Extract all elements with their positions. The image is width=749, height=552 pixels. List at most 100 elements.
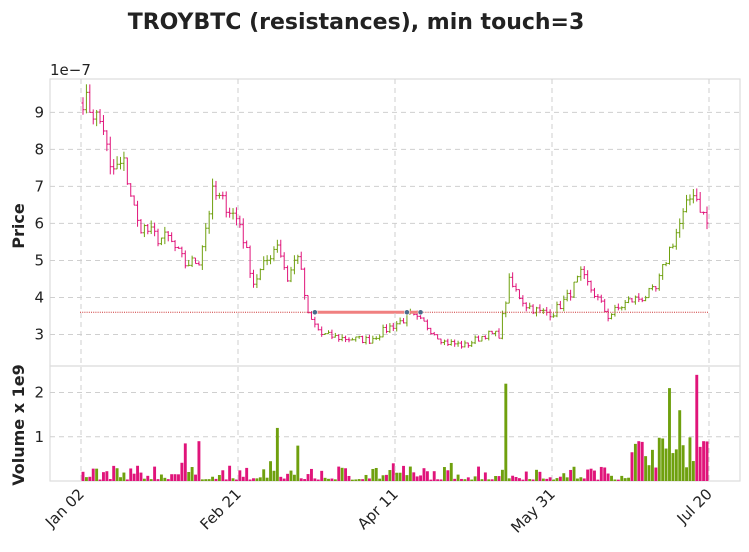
volume-bar	[640, 441, 644, 481]
candle	[296, 254, 300, 265]
volume-bar	[610, 475, 613, 481]
volume-bar	[173, 474, 177, 481]
candle	[541, 308, 545, 314]
candle	[285, 265, 290, 282]
candle	[258, 268, 262, 281]
x-tick-label: Feb 21	[196, 485, 244, 533]
volume-bar	[286, 473, 290, 481]
volume-panel: 12	[34, 365, 741, 482]
candle	[459, 340, 464, 349]
candle	[657, 273, 661, 291]
candle	[146, 223, 150, 235]
candle	[511, 272, 515, 288]
candle	[606, 308, 610, 322]
volume-bar	[500, 469, 504, 481]
candle	[139, 219, 143, 234]
volume-bar	[528, 479, 532, 481]
price-tick-label: 3	[34, 326, 44, 344]
candle	[262, 256, 266, 271]
volume-bar	[200, 479, 204, 481]
candle	[163, 226, 167, 245]
volume-bar	[310, 468, 313, 481]
candle	[238, 215, 242, 228]
volume-bar	[668, 388, 671, 481]
volume-bar	[507, 478, 511, 481]
candle	[674, 228, 678, 250]
candle	[603, 298, 607, 313]
candle	[170, 232, 174, 243]
volume-bar	[439, 479, 443, 481]
candle	[378, 334, 382, 341]
candle	[470, 340, 474, 347]
volume-bar	[623, 478, 627, 481]
volume-bar	[204, 479, 208, 481]
candle	[695, 188, 699, 202]
volume-bar	[95, 468, 99, 481]
volume-bar	[190, 467, 194, 481]
volume-bar	[102, 472, 105, 481]
candle	[681, 208, 685, 230]
price-tick-label: 9	[34, 103, 44, 121]
volume-bar	[217, 475, 221, 481]
volume-bar	[153, 466, 157, 481]
candle	[330, 329, 334, 340]
candle	[313, 316, 317, 328]
candle	[371, 335, 375, 344]
candle	[586, 270, 590, 286]
volume-bar	[705, 441, 709, 481]
volume-bar	[378, 478, 382, 481]
volume-bar	[357, 479, 361, 481]
price-panel: 3 4 5 6 7 8 9	[34, 78, 741, 367]
volume-bar	[350, 479, 354, 481]
candle	[456, 340, 460, 347]
volume-bar	[678, 410, 682, 481]
volume-bar	[159, 474, 163, 481]
candle	[347, 337, 351, 343]
volume-bar	[136, 465, 140, 481]
candle	[204, 223, 208, 252]
candle	[316, 323, 320, 331]
candle	[545, 306, 549, 316]
volume-bar	[661, 438, 665, 481]
chart-title: TROYBTC (resistances), min touch=3	[128, 10, 585, 35]
candle	[91, 109, 95, 125]
candle	[173, 240, 177, 252]
candle	[572, 281, 576, 298]
candle	[640, 297, 644, 303]
candle	[705, 206, 709, 230]
volume-bar	[419, 475, 423, 481]
volume-bar	[374, 467, 378, 481]
volume-bar	[214, 478, 218, 481]
volume-bar	[183, 443, 187, 481]
volume-bar	[194, 474, 197, 481]
volume-bar	[238, 470, 242, 481]
volume-bar	[477, 466, 480, 481]
volume-bar	[535, 469, 538, 481]
candle	[504, 301, 508, 318]
volume-bar	[166, 479, 170, 481]
candle	[620, 306, 624, 311]
volume-bar	[490, 479, 494, 481]
volume-bar	[371, 468, 375, 481]
candle	[224, 191, 228, 218]
volume-bar	[558, 476, 562, 481]
candle	[81, 97, 85, 115]
volume-bar	[442, 467, 446, 481]
candle	[241, 218, 245, 249]
volume-bar	[463, 479, 467, 481]
candle	[514, 283, 518, 292]
volume-bar	[119, 477, 122, 481]
volume-bar	[228, 465, 232, 481]
volume-bar	[279, 476, 283, 481]
volume-bar	[255, 478, 259, 481]
volume-bar	[306, 474, 310, 481]
candle	[135, 200, 140, 227]
volume-bar	[695, 374, 699, 481]
candle	[214, 180, 218, 200]
candle	[153, 222, 157, 237]
candle	[582, 266, 586, 280]
volume-bar	[633, 443, 637, 481]
volume-bar	[129, 468, 133, 481]
volume-bar	[593, 470, 596, 481]
candle	[654, 286, 658, 292]
